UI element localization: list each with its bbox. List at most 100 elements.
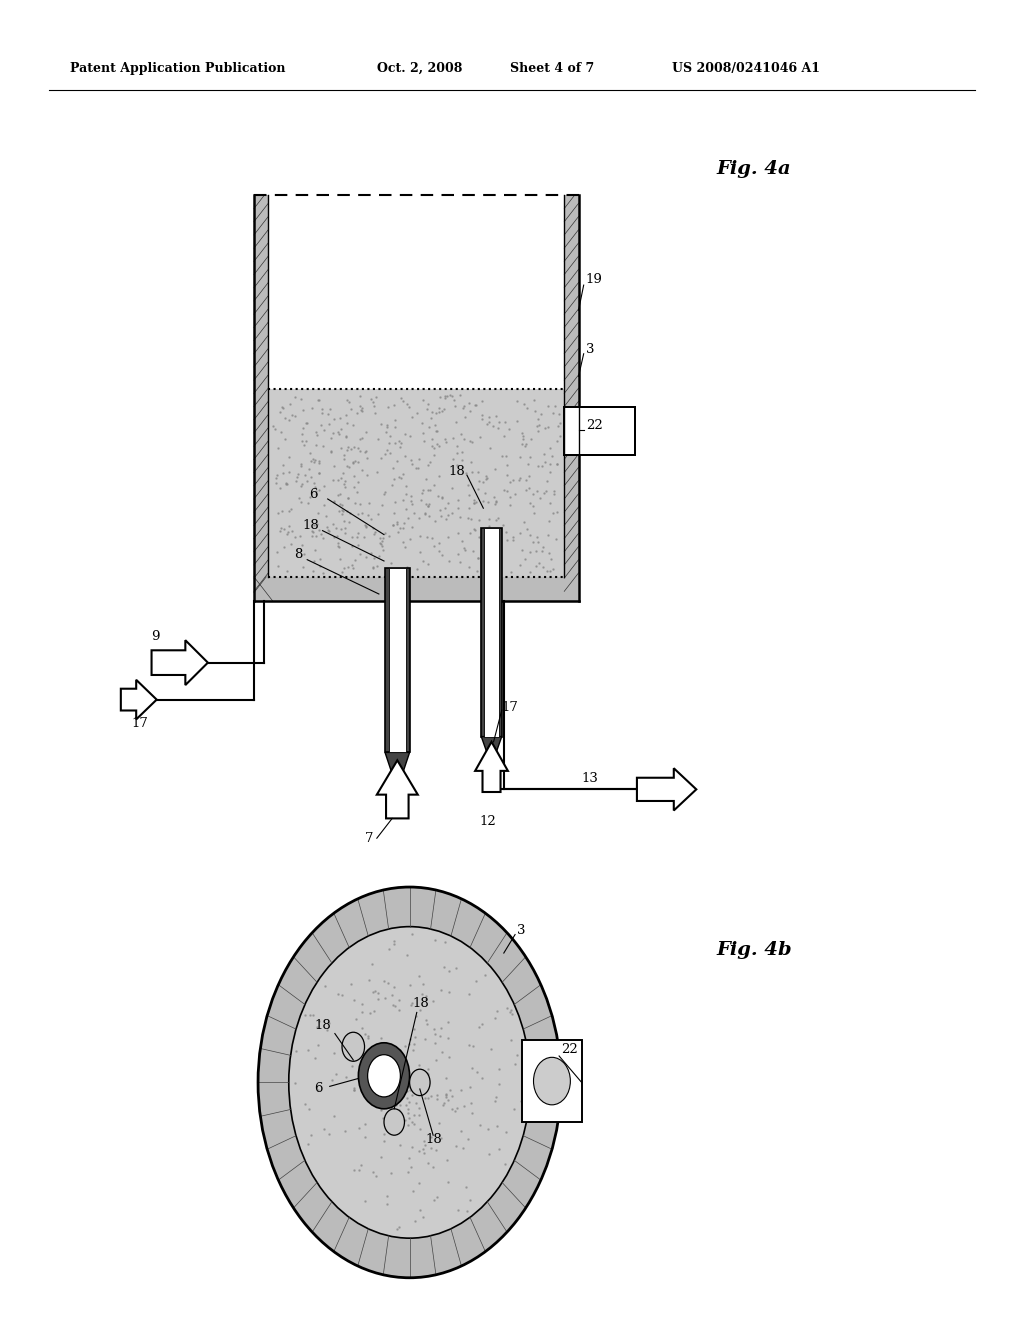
Point xyxy=(525,483,542,504)
Point xyxy=(372,1034,388,1055)
Point xyxy=(338,405,354,426)
Point xyxy=(377,1067,393,1088)
Point xyxy=(424,436,440,457)
Point xyxy=(306,1048,323,1069)
Point xyxy=(344,535,360,556)
Point xyxy=(462,1076,478,1097)
Point xyxy=(376,1085,392,1106)
Point xyxy=(519,453,536,474)
Point xyxy=(437,388,454,409)
Point xyxy=(420,495,436,516)
Point xyxy=(480,539,497,560)
Point xyxy=(325,513,341,535)
Point xyxy=(398,393,415,414)
Point xyxy=(521,446,538,467)
Point xyxy=(518,480,535,502)
Point xyxy=(316,975,333,997)
Point xyxy=(346,436,362,457)
Bar xyxy=(564,407,579,455)
Point xyxy=(474,391,490,412)
Point xyxy=(338,1067,354,1088)
Point xyxy=(403,923,420,944)
Point xyxy=(379,1185,395,1206)
Point xyxy=(299,470,315,491)
Point xyxy=(540,396,556,417)
Point xyxy=(358,441,375,462)
Text: 18: 18 xyxy=(302,519,318,532)
Point xyxy=(487,510,504,531)
Point xyxy=(315,562,332,583)
Point xyxy=(331,424,347,445)
Text: 17: 17 xyxy=(131,717,147,730)
Point xyxy=(420,479,436,500)
Point xyxy=(427,929,443,950)
Point xyxy=(412,541,428,562)
Point xyxy=(542,437,558,458)
Point xyxy=(353,1002,370,1023)
Point xyxy=(417,1135,433,1156)
Point xyxy=(526,502,543,523)
Point xyxy=(331,500,347,521)
Point xyxy=(309,425,326,446)
Point xyxy=(412,525,428,546)
Point xyxy=(367,403,383,424)
Point xyxy=(515,425,531,446)
Bar xyxy=(389,568,406,752)
Point xyxy=(294,424,310,445)
Point xyxy=(393,388,410,409)
Point xyxy=(310,462,327,483)
Point xyxy=(352,544,369,565)
Point xyxy=(378,421,394,442)
Point xyxy=(407,1210,423,1232)
Point xyxy=(340,487,356,508)
Point xyxy=(303,450,319,471)
Point xyxy=(433,401,450,422)
Point xyxy=(275,519,292,540)
Point xyxy=(461,392,477,413)
Point xyxy=(335,462,351,483)
Point xyxy=(353,1072,370,1093)
Point xyxy=(454,1080,470,1101)
Point xyxy=(374,495,390,516)
Point xyxy=(332,483,348,504)
Point xyxy=(545,503,561,524)
Point xyxy=(436,428,453,449)
Point xyxy=(413,1061,429,1082)
Point xyxy=(407,503,423,524)
Point xyxy=(467,519,483,540)
Point xyxy=(373,413,389,434)
Point xyxy=(411,1097,427,1118)
Point xyxy=(355,1078,372,1100)
Point xyxy=(419,527,435,548)
Point xyxy=(282,411,298,432)
Point xyxy=(403,1084,420,1105)
Point xyxy=(284,520,300,541)
Point xyxy=(402,1072,419,1093)
Point xyxy=(369,1071,385,1092)
Point xyxy=(370,982,386,1003)
Bar xyxy=(522,1040,582,1122)
Point xyxy=(538,417,554,438)
Point xyxy=(399,507,416,528)
Point xyxy=(367,981,383,1002)
Point xyxy=(395,1073,412,1094)
Point xyxy=(476,532,493,553)
Point xyxy=(487,494,504,515)
Point xyxy=(333,467,349,488)
Point xyxy=(327,408,343,429)
Point xyxy=(502,1002,518,1023)
Point xyxy=(431,499,447,520)
Point xyxy=(397,483,414,504)
Point xyxy=(332,548,348,569)
Point xyxy=(354,1018,371,1039)
Point xyxy=(462,400,478,421)
Point xyxy=(402,974,419,995)
Point xyxy=(499,997,515,1018)
Point xyxy=(305,473,322,494)
Point xyxy=(377,523,393,544)
Point xyxy=(336,511,352,532)
Point xyxy=(377,987,393,1008)
Point xyxy=(420,1152,436,1173)
Point xyxy=(329,525,345,546)
Point xyxy=(395,1069,412,1090)
